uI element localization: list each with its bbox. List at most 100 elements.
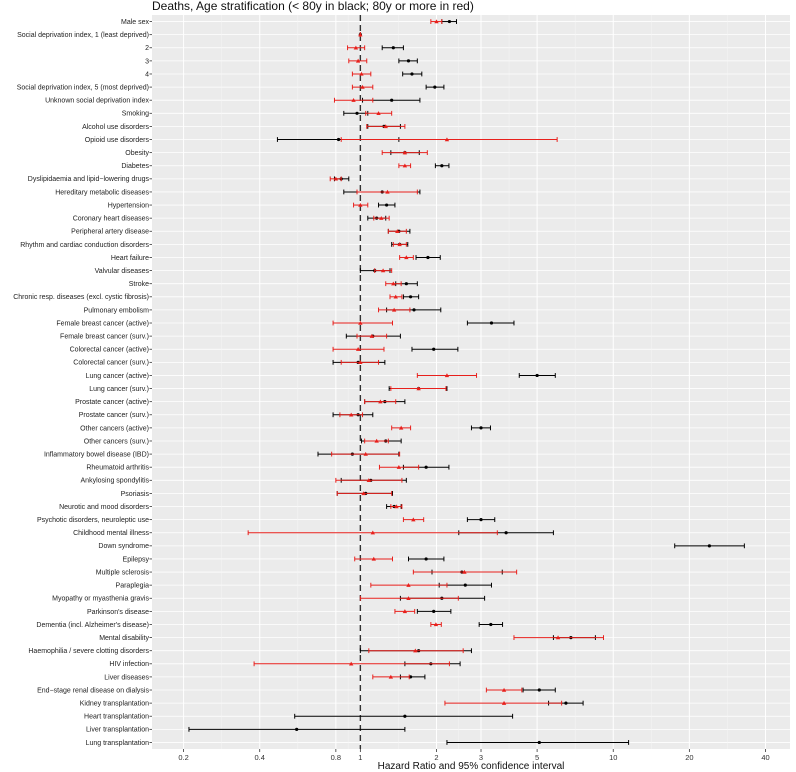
point-estimate-under-80 (504, 531, 508, 535)
point-estimate-under-80 (385, 203, 389, 207)
row-label: Social deprivation index, 1 (least depri… (17, 32, 149, 39)
row-label: Pulmonary embolism (84, 307, 150, 314)
row-label: Hypertension (108, 202, 149, 209)
row-label: Heart transplantation (84, 714, 149, 721)
point-estimate-80-plus (358, 360, 363, 365)
point-estimate-under-80 (463, 583, 467, 587)
point-estimate-under-80 (489, 622, 493, 627)
row-label: Rhythm and cardiac conduction disorders (20, 242, 149, 249)
row-label: Opioid use disorders (85, 137, 150, 144)
point-estimate-80-plus (383, 124, 388, 129)
point-estimate-80-plus (406, 582, 411, 587)
point-estimate-under-80 (408, 675, 413, 679)
point-estimate-80-plus (411, 517, 416, 522)
row-label: Unknown social deprivation index (45, 98, 149, 105)
row-label: HIV infection (109, 661, 149, 668)
x-tick-label: 0.4 (255, 753, 265, 762)
row-label: Colorectal cancer (surv.) (73, 360, 149, 367)
point-estimate-under-80 (440, 164, 444, 168)
point-estimate-under-80 (432, 347, 436, 351)
point-estimate-80-plus (402, 150, 408, 155)
row-label: Dementia (incl. Alzheimer's disease) (36, 622, 149, 629)
row-label: Psoriasis (121, 491, 150, 498)
row-label: Childhood mental illness (73, 530, 149, 537)
row-label: Down syndrome (98, 543, 149, 550)
point-estimate-80-plus (353, 45, 359, 50)
row-label: Other cancers (active) (80, 425, 149, 432)
row-label: Neurotic and mood disorders (59, 504, 149, 511)
point-estimate-80-plus (406, 596, 411, 600)
row-label: Psychotic disorders, neuroleptic use (37, 517, 149, 524)
point-estimate-80-plus (444, 373, 450, 378)
point-estimate-under-80 (403, 714, 407, 718)
point-estimate-80-plus (501, 687, 507, 692)
row-label: Myopathy or myasthenia gravis (52, 596, 149, 603)
row-label: Diabetes (121, 163, 149, 170)
row-label: Lung transplantation (86, 740, 150, 747)
point-estimate-80-plus (434, 19, 439, 24)
x-tick-label: 10 (609, 753, 617, 762)
row-label: Mental disability (99, 635, 149, 642)
point-estimate-80-plus (462, 569, 467, 574)
row-label: Paraplegia (116, 583, 150, 590)
row-label: Social deprivation index, 5 (most depriv… (17, 84, 149, 91)
x-axis-title: Hazard Ratio and 95% confidence interval (378, 761, 565, 772)
row-label: 2 (145, 45, 149, 52)
point-estimate-under-80 (336, 137, 341, 142)
row-label: Male sex (121, 19, 150, 26)
point-estimate-under-80 (432, 609, 436, 613)
point-estimate-under-80 (355, 111, 359, 115)
point-estimate-80-plus (555, 635, 561, 640)
point-estimate-under-80 (479, 426, 483, 430)
point-estimate-80-plus (391, 281, 396, 286)
point-estimate-80-plus (391, 307, 397, 312)
point-estimate-under-80 (489, 321, 494, 325)
x-tick-label: 0.8 (331, 753, 341, 762)
row-label: Dyslipidaemia and lipid−lowering drugs (28, 176, 150, 183)
point-estimate-80-plus (402, 609, 408, 614)
row-label: Ankylosing spondylitis (81, 478, 150, 485)
row-label: Female breast cancer (surv.) (60, 334, 149, 341)
row-label: Female breast cancer (active) (56, 320, 149, 327)
point-estimate-80-plus (358, 202, 363, 207)
row-label: Alcohol use disorders (82, 124, 149, 131)
point-estimate-80-plus (396, 464, 402, 469)
point-estimate-under-80 (295, 727, 299, 731)
point-estimate-80-plus (355, 58, 361, 63)
point-estimate-80-plus (358, 32, 363, 37)
point-estimate-under-80 (479, 518, 483, 522)
point-estimate-80-plus (395, 229, 400, 233)
point-estimate-80-plus (348, 412, 354, 417)
point-estimate-under-80 (390, 98, 394, 102)
row-label: Lung cancer (active) (86, 373, 149, 380)
row-label: Hereditary metabolic diseases (55, 189, 149, 196)
point-estimate-80-plus (388, 674, 394, 679)
point-estimate-80-plus (404, 255, 409, 260)
row-label: Stroke (129, 281, 149, 288)
point-estimate-80-plus (393, 294, 398, 299)
point-estimate-under-80 (433, 85, 437, 89)
row-label: Colorectal cancer (active) (70, 347, 149, 354)
point-estimate-80-plus (369, 333, 375, 338)
x-tick-label: 2 (434, 753, 438, 762)
row-label: Parkinson's disease (87, 609, 149, 616)
point-estimate-under-80 (707, 544, 711, 548)
x-tick-label: 20 (685, 753, 693, 762)
point-estimate-80-plus (360, 84, 365, 89)
point-estimate-under-80 (391, 46, 395, 50)
point-estimate-under-80 (410, 72, 414, 76)
point-estimate-80-plus (374, 438, 379, 443)
point-estimate-under-80 (537, 740, 541, 745)
row-label: 3 (145, 58, 149, 65)
point-estimate-under-80 (447, 19, 452, 24)
point-estimate-80-plus (501, 700, 507, 705)
point-estimate-80-plus (348, 661, 354, 666)
x-axis-ticks: 0.2 0.4 0.8 1 2 3 5 10 20 40 (178, 749, 770, 762)
row-label: Heart failure (111, 255, 149, 262)
row-label: Rheumatoid arthritis (86, 465, 149, 472)
row-label: Haemophilia / severe clotting disorders (28, 648, 149, 655)
point-estimate-under-80 (408, 295, 413, 299)
x-tick-label: 3 (479, 753, 483, 762)
